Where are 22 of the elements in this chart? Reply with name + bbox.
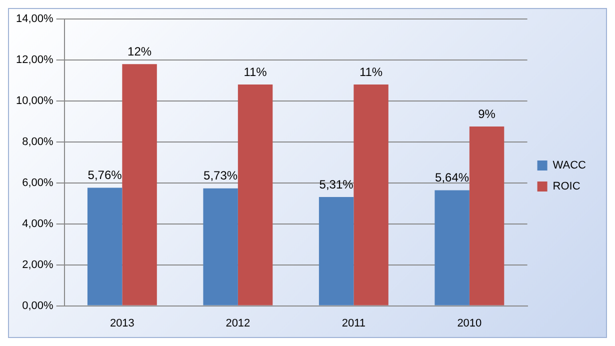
data-label: 5,31%	[319, 177, 354, 192]
y-tick-label: 4,00%	[22, 218, 54, 230]
y-tick-label: 10,00%	[16, 94, 54, 107]
data-label: 5,64%	[435, 170, 470, 185]
data-label: 5,76%	[88, 168, 122, 182]
data-label: 11%	[359, 64, 383, 79]
data-label: 5,73%	[204, 168, 238, 183]
x-tick-label: 2012	[226, 317, 250, 330]
y-tick-label: 6,00%	[22, 176, 54, 189]
legend-label: ROIC	[552, 180, 580, 193]
y-tick-label: 0,00%	[22, 300, 54, 312]
x-tick-label: 2011	[342, 317, 366, 330]
x-tick-label: 2013	[110, 317, 134, 330]
legend-label: WACC	[552, 160, 586, 172]
data-label: 12%	[128, 44, 152, 58]
y-tick-label: 2,00%	[22, 258, 54, 271]
y-tick-label: 8,00%	[22, 136, 54, 148]
y-tick-label: 12,00%	[16, 54, 54, 66]
x-tick-label: 2010	[457, 317, 482, 330]
data-label: 9%	[478, 106, 496, 121]
data-label: 11%	[244, 64, 268, 79]
y-tick-label: 14,00%	[16, 13, 54, 26]
